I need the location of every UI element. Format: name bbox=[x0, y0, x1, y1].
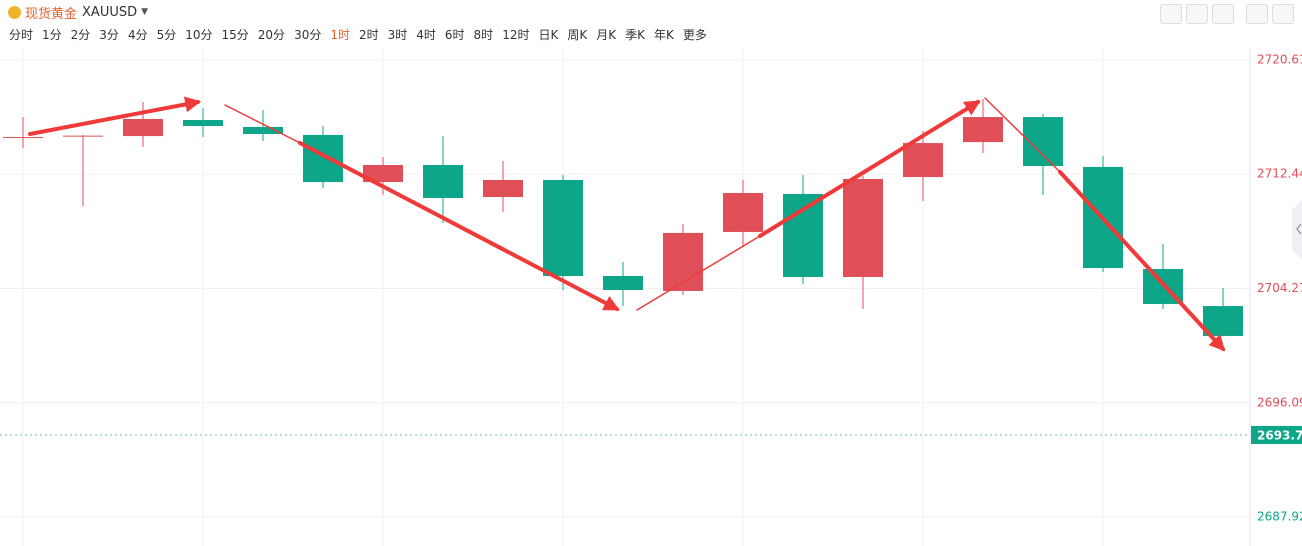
candle-body bbox=[1203, 306, 1243, 336]
arrow bbox=[636, 235, 761, 311]
last-price-box bbox=[1251, 425, 1302, 444]
candle-body bbox=[303, 134, 343, 183]
symbol[interactable]: XAUUSD bbox=[82, 4, 138, 20]
title: 现货黄金 bbox=[25, 6, 78, 22]
collapse-tab[interactable] bbox=[1292, 200, 1302, 260]
period-tab[interactable]: 2分 bbox=[70, 28, 91, 42]
candle-body bbox=[843, 178, 883, 277]
period-tab[interactable]: 年K bbox=[653, 28, 674, 42]
candle-body bbox=[663, 232, 703, 291]
period-tab[interactable]: 更多 bbox=[682, 28, 707, 42]
candle-body bbox=[423, 165, 463, 198]
candle-body bbox=[543, 179, 583, 277]
candle-body bbox=[723, 192, 763, 232]
candle-body bbox=[783, 193, 823, 277]
period-tab[interactable]: 2时 bbox=[358, 28, 379, 42]
candle-body bbox=[483, 179, 523, 198]
dropdown-caret[interactable]: ▼ bbox=[141, 7, 149, 17]
candle-body bbox=[123, 119, 163, 137]
period-tab[interactable]: 季K bbox=[625, 28, 645, 42]
period-tab[interactable]: 4时 bbox=[416, 28, 436, 42]
logo bbox=[8, 5, 21, 19]
candle-body bbox=[603, 276, 643, 290]
tool-button[interactable] bbox=[1160, 4, 1182, 24]
toolbar bbox=[1156, 4, 1294, 24]
arrow bbox=[298, 141, 620, 311]
period-tab[interactable]: 3分 bbox=[99, 28, 119, 42]
last-price-label: 2693.79 bbox=[1257, 428, 1302, 442]
arrow bbox=[758, 100, 981, 238]
period-tab[interactable]: 日K bbox=[538, 28, 559, 42]
period-tab[interactable]: 30分 bbox=[294, 28, 322, 42]
tool-button[interactable] bbox=[1212, 4, 1234, 24]
y-tick-label: 2720.61 bbox=[1257, 53, 1302, 67]
y-tick-label: 2704.27 bbox=[1257, 281, 1302, 295]
period-tab[interactable]: 分时 bbox=[9, 28, 34, 42]
candle-body bbox=[363, 165, 403, 183]
y-tick-label: 2712.44 bbox=[1257, 167, 1302, 181]
period-tab[interactable]: 12时 bbox=[502, 28, 530, 42]
period-tab[interactable]: 月K bbox=[596, 28, 617, 42]
candle-body bbox=[243, 126, 283, 134]
header: 现货黄金 XAUUSD ▼ bbox=[8, 2, 148, 22]
period-tab[interactable]: 15分 bbox=[221, 28, 249, 42]
y-tick-label: 2696.09 bbox=[1257, 395, 1302, 409]
period-tab[interactable]: 10分 bbox=[185, 28, 213, 42]
candle-body bbox=[963, 117, 1003, 143]
tool-button[interactable] bbox=[1186, 4, 1208, 24]
period-tab[interactable]: 5分 bbox=[156, 28, 177, 42]
arrow bbox=[224, 104, 301, 144]
period-tab[interactable]: 8时 bbox=[473, 28, 494, 42]
arrow bbox=[1058, 170, 1226, 352]
period-tab[interactable]: 3时 bbox=[387, 28, 408, 42]
tool-button[interactable] bbox=[1246, 4, 1268, 24]
candle-body bbox=[3, 137, 43, 139]
period-tab[interactable]: 20分 bbox=[257, 28, 286, 42]
period-tab[interactable]: 6时 bbox=[444, 28, 465, 42]
arrow bbox=[984, 97, 1061, 173]
period-tab[interactable]: 4分 bbox=[127, 28, 148, 42]
period-tab[interactable]: 1时 bbox=[330, 28, 350, 42]
trend-arrows bbox=[28, 96, 1226, 352]
period-tab[interactable]: 1分 bbox=[42, 28, 62, 42]
period-bar: 分时 1分 2分 3分 4分 5分 10分 15分 20分 30分 1时 2时 3时 4时 6时 8时 12时日… bbox=[9, 26, 716, 43]
candle-body bbox=[63, 135, 103, 137]
arrow bbox=[28, 96, 202, 136]
candle-body bbox=[903, 143, 943, 178]
collapse-icon bbox=[1296, 223, 1302, 235]
period-tab[interactable]: 周K bbox=[567, 28, 588, 42]
tool-button[interactable] bbox=[1272, 4, 1294, 24]
y-tick-label: 2687.92 bbox=[1257, 510, 1302, 524]
candle-body bbox=[183, 119, 223, 127]
